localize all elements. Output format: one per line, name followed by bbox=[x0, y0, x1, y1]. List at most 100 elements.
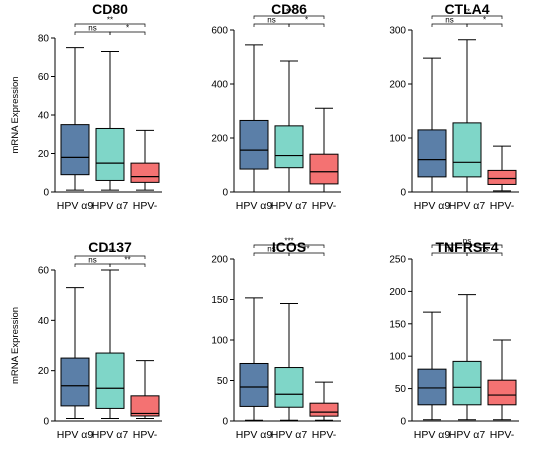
y-axis-label: mRNA Expression bbox=[10, 76, 21, 153]
box-2 bbox=[130, 129, 160, 191]
significance-label: ns bbox=[480, 245, 488, 254]
significance-bracket: ** bbox=[288, 245, 325, 256]
x-tick-label: HPV- bbox=[312, 200, 337, 212]
box-1 bbox=[452, 39, 482, 193]
x-tick-label: HPV α7 bbox=[271, 200, 308, 212]
box-2 bbox=[309, 107, 339, 193]
bracket-line bbox=[74, 255, 146, 259]
y-tick-label: 0 bbox=[222, 188, 228, 199]
y-tick-label: 200 bbox=[389, 80, 406, 91]
significance-label: ns bbox=[445, 16, 453, 25]
y-tick-label: 0 bbox=[400, 417, 406, 428]
x-tick-label: HPV α9 bbox=[236, 200, 273, 212]
significance-bracket: * bbox=[109, 24, 146, 35]
box-iqr bbox=[417, 129, 447, 178]
significance-label: ns bbox=[88, 256, 96, 265]
chart-title: CD80 bbox=[92, 1, 128, 17]
y-tick-label: 50 bbox=[217, 376, 229, 387]
significance-label: * bbox=[305, 16, 308, 25]
x-tick-label: HPV α7 bbox=[449, 429, 486, 441]
x-tick-label: HPV- bbox=[133, 200, 158, 212]
significance-label: ** bbox=[303, 245, 309, 254]
y-tick-label: 200 bbox=[211, 255, 228, 266]
x-tick-label: HPV α7 bbox=[271, 429, 308, 441]
bracket-line bbox=[109, 31, 146, 35]
y-tick-label: 0 bbox=[222, 417, 228, 428]
x-tick-label: HPV α7 bbox=[92, 429, 129, 441]
box-iqr bbox=[417, 368, 447, 406]
y-axis-label: mRNA Expression bbox=[10, 307, 21, 384]
box-iqr bbox=[274, 125, 304, 169]
y-tick-label: 50 bbox=[395, 384, 407, 395]
significance-bracket: ns bbox=[74, 256, 111, 267]
chart-title: CD137 bbox=[88, 239, 132, 255]
box-0 bbox=[239, 44, 269, 193]
box-iqr bbox=[309, 402, 339, 417]
x-tick-label: HPV α9 bbox=[414, 200, 451, 212]
significance-bracket: ns bbox=[431, 237, 503, 248]
significance-label: ** bbox=[107, 16, 113, 25]
box-iqr bbox=[60, 357, 90, 407]
bracket-line bbox=[431, 244, 503, 248]
bracket-line bbox=[109, 263, 146, 267]
y-tick-label: 80 bbox=[38, 34, 50, 45]
significance-label: * bbox=[483, 16, 486, 25]
y-tick-label: 0 bbox=[43, 188, 49, 199]
box-iqr bbox=[60, 124, 90, 176]
bracket-line bbox=[431, 15, 503, 19]
box-0 bbox=[239, 297, 269, 421]
x-tick-label: HPV- bbox=[133, 429, 158, 441]
y-tick-label: 400 bbox=[211, 80, 228, 91]
box-iqr bbox=[487, 169, 517, 185]
significance-label: * bbox=[126, 24, 129, 33]
bracket-line bbox=[288, 23, 325, 27]
bracket-line bbox=[74, 23, 146, 27]
significance-bracket: ns bbox=[74, 24, 111, 35]
significance-bracket: *** bbox=[253, 237, 325, 248]
y-tick-label: 150 bbox=[211, 295, 228, 306]
y-tick-label: 200 bbox=[211, 134, 228, 145]
box-iqr bbox=[130, 395, 160, 417]
y-tick-label: 300 bbox=[389, 26, 406, 37]
bracket-line bbox=[253, 15, 325, 19]
box-iqr bbox=[239, 119, 269, 170]
significance-label: ns bbox=[267, 245, 275, 254]
y-tick-label: 200 bbox=[389, 287, 406, 298]
box-0 bbox=[60, 287, 90, 419]
chart-title: CD86 bbox=[271, 1, 307, 17]
box-iqr bbox=[452, 122, 482, 178]
significance-bracket: * bbox=[288, 16, 325, 27]
box-iqr bbox=[130, 162, 160, 183]
box-iqr bbox=[309, 153, 339, 185]
y-tick-label: 250 bbox=[389, 255, 406, 266]
box-iqr bbox=[487, 379, 517, 406]
y-tick-label: 20 bbox=[38, 149, 50, 160]
y-tick-label: 20 bbox=[38, 366, 50, 377]
significance-label: ** bbox=[124, 256, 130, 265]
box-iqr bbox=[95, 352, 125, 409]
y-tick-label: 40 bbox=[38, 316, 50, 327]
box-2 bbox=[487, 145, 517, 192]
y-tick-label: 100 bbox=[389, 352, 406, 363]
box-1 bbox=[274, 303, 304, 421]
significance-bracket: *** bbox=[74, 248, 146, 259]
significance-bracket: ns bbox=[253, 16, 290, 27]
box-0 bbox=[417, 311, 447, 421]
x-tick-label: HPV- bbox=[490, 200, 515, 212]
box-iqr bbox=[95, 127, 125, 181]
bracket-line bbox=[466, 252, 503, 256]
y-tick-label: 150 bbox=[389, 319, 406, 330]
y-tick-label: 600 bbox=[211, 26, 228, 37]
significance-label: ns bbox=[445, 245, 453, 254]
significance-label: ** bbox=[286, 8, 292, 17]
bracket-line bbox=[253, 244, 325, 248]
significance-label: *** bbox=[105, 248, 114, 257]
chart-title: CTLA4 bbox=[444, 1, 489, 17]
box-0 bbox=[60, 47, 90, 191]
box-iqr bbox=[274, 367, 304, 408]
